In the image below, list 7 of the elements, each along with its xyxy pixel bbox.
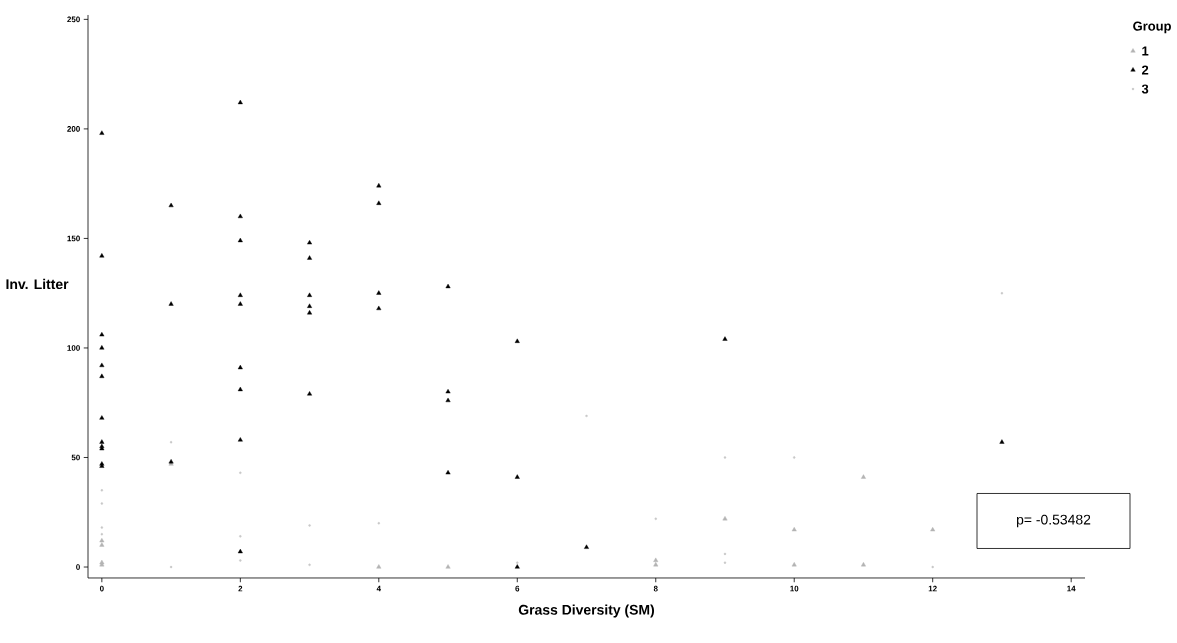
legend-label: 3 xyxy=(1141,84,1149,94)
annotation: p= -0.53482 xyxy=(1016,514,1091,528)
legend-title: Group xyxy=(1133,21,1171,34)
legend-label: 1 xyxy=(1142,46,1149,56)
legend-label: 2 xyxy=(1141,65,1149,75)
x-axis-title: Grass Diversity (SM) xyxy=(518,604,655,618)
y-axis-title: Inv. Litter xyxy=(6,278,69,290)
